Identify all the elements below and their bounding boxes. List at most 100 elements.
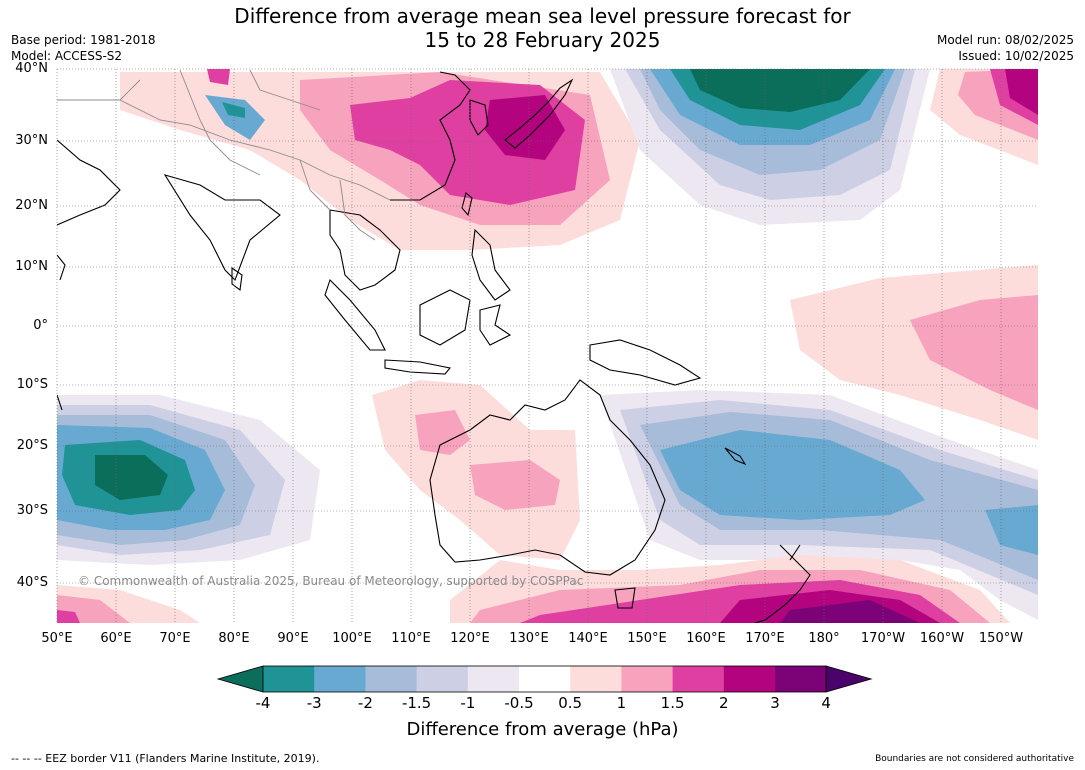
lat-label-30n: 30°N: [15, 133, 48, 148]
lon-label-120e: 120°E: [450, 631, 490, 646]
anomaly-region-central-pacific-1: [910, 295, 1038, 410]
colorbar-segment: [314, 666, 366, 692]
korea-coastline: [469, 99, 489, 136]
anomaly-region-tibet-negative-core: [222, 102, 245, 118]
colorbar-segment: [519, 666, 571, 692]
colorbar-segment: [672, 666, 725, 692]
lat-label-10n: 10°N: [15, 259, 48, 274]
sri-lanka-coastline: [231, 266, 243, 292]
lon-label-110e: 110°E: [391, 631, 431, 646]
colorbar-tick-label: 1: [616, 694, 627, 712]
anomaly-region-north-pacific-4: [690, 69, 870, 112]
title-line-1: Difference from average mean sea level p…: [234, 4, 851, 28]
anomaly-region-tasman-2b: [985, 505, 1038, 555]
colorbar-tick-label: 3: [770, 694, 780, 712]
lon-label-140e: 140°E: [568, 631, 608, 646]
colorbar-tick-label: 4: [821, 694, 831, 712]
lon-label-180: 180°: [808, 631, 840, 646]
colorbar-segment: [467, 666, 520, 692]
anomaly-region-wa-1: [415, 410, 470, 455]
colorbar-tick-label: -1.5: [401, 694, 432, 712]
anomaly-region-tasman-2: [660, 430, 925, 520]
new-guinea-coastline: [589, 339, 702, 386]
lon-label-160e: 160°E: [686, 631, 726, 646]
colorbar-segment: [775, 666, 827, 692]
japan-coastline: [504, 78, 574, 149]
map-title: Difference from average mean sea level p…: [0, 4, 1085, 52]
colorbar-tick-label: 0.5: [558, 694, 583, 712]
coastlines: [57, 71, 811, 623]
anomaly-region-nw-corner: [207, 69, 230, 85]
colorbar-tick-label: -3: [306, 694, 322, 712]
colorbar-segment: [416, 666, 469, 692]
philippines-coastline: [471, 228, 511, 301]
colorbar-segment: [365, 666, 418, 692]
colorbar-tick-label: 1.5: [660, 694, 685, 712]
lat-label-40s: 40°S: [16, 575, 48, 590]
graticule: [56, 68, 1038, 623]
anomaly-region-east-asia-3: [485, 95, 565, 160]
india-coastline: [163, 174, 281, 281]
colorbar-tick-label: -4: [255, 694, 271, 712]
sulawesi-coastline: [479, 304, 512, 346]
lat-label-10s: 10°S: [16, 377, 48, 392]
country-borders: [57, 69, 391, 241]
borneo-coastline: [419, 289, 471, 346]
taiwan-coastline: [461, 192, 473, 217]
africa-coastline: [57, 254, 66, 281]
model-name: Model: ACCESS-S2: [11, 49, 123, 63]
colorbar-frame: [262, 665, 827, 693]
china-coastline: [390, 71, 471, 201]
colorbar-segment: [723, 666, 776, 692]
metadata-right: Model run: 08/02/2025 Issued: 10/02/2025: [937, 32, 1074, 64]
lon-label-90e: 90°E: [277, 631, 309, 646]
new-zealand-coastline: [754, 544, 811, 623]
colorbar-segment: [570, 666, 622, 692]
eez-border-note: -- -- -- EEZ border V11 (Flanders Marine…: [11, 752, 320, 765]
anomaly-region-ne-corner-3: [1005, 69, 1038, 115]
lon-label-150w: 150°W: [978, 631, 1024, 646]
madagascar-coastline: [57, 394, 63, 411]
lon-label-60e: 60°E: [100, 631, 132, 646]
java-coastline: [384, 359, 452, 375]
tasmania-coastline: [614, 587, 636, 609]
anomaly-shading: [57, 69, 1038, 623]
lon-label-70e: 70°E: [159, 631, 191, 646]
model-run: Model run: 08/02/2025: [936, 33, 1074, 47]
new-caledonia-coastline: [724, 447, 747, 466]
lon-label-160w: 160°W: [919, 631, 965, 646]
lon-label-170e: 170°E: [745, 631, 785, 646]
colorbar-extend-low: [216, 665, 264, 693]
colorbar-tick-label: -2: [357, 694, 373, 712]
anomaly-region-sw-corner-2: [57, 610, 80, 623]
sumatra-coastline: [324, 278, 386, 351]
lat-label-equator: 0°: [33, 318, 48, 333]
lon-label-130e: 130°E: [509, 631, 549, 646]
arabia-coastline: [57, 139, 121, 226]
anomaly-region-indian-ocean-4: [95, 455, 168, 500]
colorbar-tick-label: 2: [719, 694, 729, 712]
australia-coastline: [429, 379, 666, 576]
anomaly-region-tibet-negative: [205, 95, 265, 140]
copyright-notice: © Commonwealth of Australia 2025, Bureau…: [78, 574, 584, 588]
anomaly-region-wa-1b: [470, 460, 560, 510]
colorbar: [216, 665, 873, 693]
lat-label-20s: 20°S: [16, 438, 48, 453]
colorbar-segment: [263, 666, 315, 692]
colorbar-segment: [621, 666, 674, 692]
colorbar-extend-high: [825, 665, 873, 693]
colorbar-tick-label: -1: [460, 694, 476, 712]
colorbar-tick-label: -0.5: [504, 694, 534, 712]
base-period: Base period: 1981-2018: [11, 33, 156, 47]
lon-label-170w: 170°W: [860, 631, 906, 646]
colorbar-label: Difference from average (hPa): [406, 719, 679, 740]
lat-label-30s: 30°S: [16, 503, 48, 518]
indochina-coastline: [329, 209, 401, 291]
metadata-left: Base period: 1981-2018 Model: ACCESS-S2: [11, 32, 156, 64]
issued-date: Issued: 10/02/2025: [958, 49, 1074, 63]
anomaly-region-south-4: [780, 600, 920, 623]
lon-label-100e: 100°E: [332, 631, 372, 646]
boundaries-disclaimer: Boundaries are not considered authoritat…: [875, 754, 1074, 764]
title-line-2: 15 to 28 February 2025: [424, 28, 661, 52]
